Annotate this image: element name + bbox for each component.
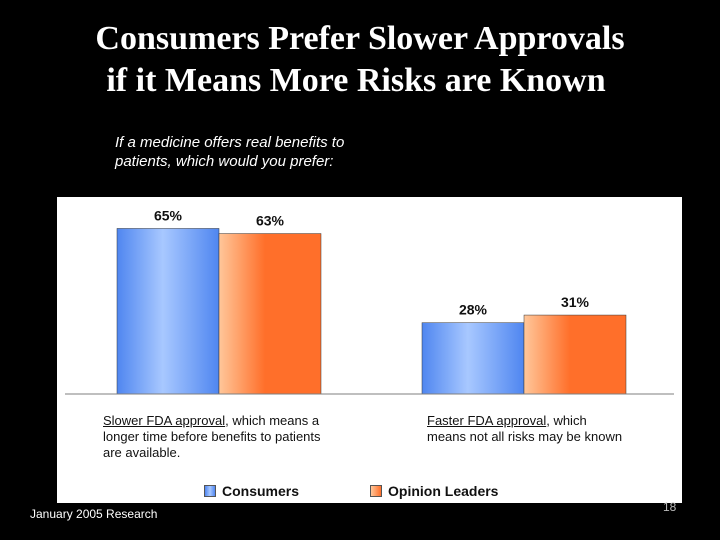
legend-swatch-consumers (204, 485, 216, 497)
category-label-slower: Slower FDA approval, which means a longe… (103, 413, 333, 461)
category-label-faster-underlined: Faster FDA approval (427, 413, 547, 428)
footer-source: January 2005 Research (30, 507, 158, 521)
data-label-opinion-leaders-slower: 63% (256, 213, 285, 229)
bar-consumers-faster (421, 322, 525, 395)
legend-swatch-opinion-leaders (370, 485, 382, 497)
chart-panel: 65% 63% 28% 31% Slower FDA approval, which … (57, 197, 682, 503)
page-number: 18 (663, 500, 677, 514)
bar-chart: 65% 63% 28% 31% (65, 207, 674, 395)
legend-label-consumers: Consumers (222, 483, 300, 499)
category-label-slower-rest: , which means a longer time before benef… (103, 413, 321, 460)
slide-title: Consumers Prefer Slower Approvals if it … (0, 18, 720, 102)
data-label-consumers-faster: 28% (459, 302, 488, 318)
category-label-slower-underlined: Slower FDA approval (103, 413, 226, 428)
bar-consumers-slower (116, 228, 220, 395)
category-label-faster: Faster FDA approval, which means not all… (427, 413, 627, 445)
category-label-faster-rest: , which means not all risks may be known (427, 413, 623, 444)
data-label-opinion-leaders-faster: 31% (561, 294, 590, 310)
legend-label-opinion-leaders: Opinion Leaders (388, 483, 499, 499)
bar-opinion-leaders-slower (218, 233, 322, 395)
data-label-consumers-slower: 65% (154, 207, 183, 223)
title-line-2: if it Means More Risks are Known (106, 62, 606, 99)
legend-item-consumers: Consumers (204, 483, 299, 499)
legend-item-opinion-leaders: Opinion Leaders (370, 483, 498, 499)
bar-opinion-leaders-faster (523, 314, 627, 395)
title-line-1: Consumers Prefer Slower Approvals (95, 20, 625, 57)
survey-question: If a medicine offers real benefits to pa… (115, 134, 345, 170)
